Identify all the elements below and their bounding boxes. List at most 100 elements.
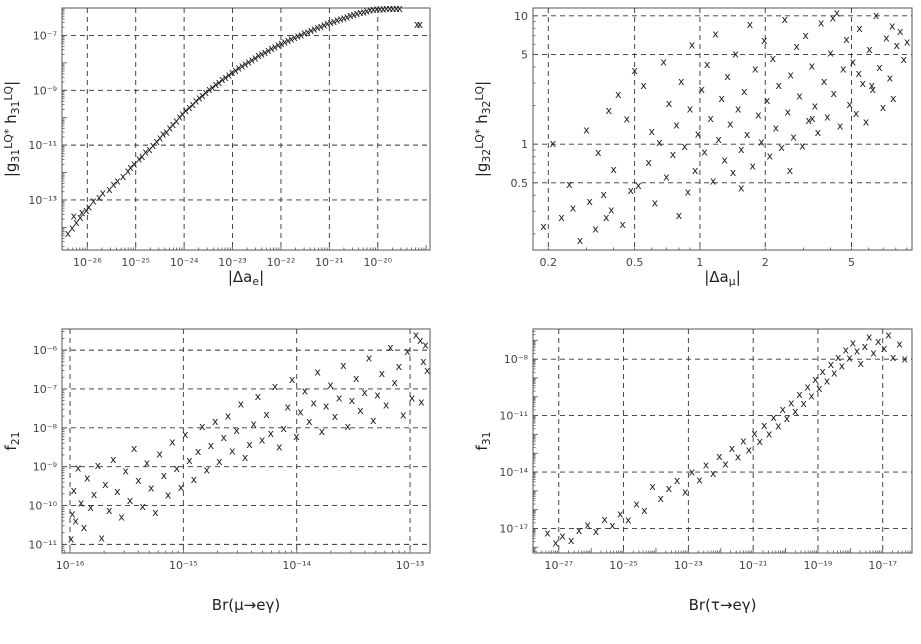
data-point: x — [624, 113, 631, 126]
data-point: x — [72, 515, 79, 528]
data-point: x — [212, 415, 219, 428]
y-tick-label: 10⁻¹¹ — [499, 410, 528, 423]
data-point: x — [219, 73, 226, 86]
data-point: x — [600, 188, 607, 201]
y-tick-label: 10⁻⁶ — [33, 344, 58, 357]
data-point: x — [302, 385, 309, 398]
x-axis-label: Br(μ→eγ) — [212, 596, 280, 614]
data-point: x — [404, 345, 411, 358]
data-point: x — [687, 102, 694, 115]
y-tick-label: 10⁻⁷ — [33, 383, 57, 396]
data-point: x — [628, 184, 635, 197]
data-point: x — [157, 131, 164, 144]
data-point: x — [869, 83, 876, 96]
data-point: x — [106, 183, 113, 196]
data-point: x — [831, 367, 838, 380]
data-point: x — [802, 29, 809, 42]
data-point: x — [139, 150, 146, 163]
data-point: x — [285, 401, 292, 414]
data-point: x — [370, 3, 377, 16]
x-tick-label: 10⁻¹⁵ — [169, 559, 198, 572]
data-point: x — [311, 22, 318, 35]
data-point: x — [577, 234, 584, 247]
data-point: x — [182, 104, 189, 117]
data-point: x — [226, 68, 233, 81]
data-point: x — [689, 38, 696, 51]
data-point: x — [566, 178, 573, 191]
data-point: x — [757, 435, 764, 448]
data-point: x — [824, 374, 831, 387]
data-point: x — [324, 17, 331, 30]
data-point: x — [843, 33, 850, 46]
data-point: x — [285, 34, 292, 47]
data-point: x — [77, 211, 84, 224]
x-axis-label: |Δae | — [228, 268, 264, 288]
x-tick-label: 2 — [762, 256, 769, 269]
data-point: x — [71, 484, 78, 497]
data-point: x — [854, 344, 861, 357]
data-point: x — [830, 87, 837, 100]
data-point: x — [90, 195, 97, 208]
data-point: x — [885, 328, 892, 341]
data-point: x — [701, 145, 708, 158]
data-point: x — [323, 399, 330, 412]
data-point: x — [900, 53, 907, 66]
data-point: x — [707, 112, 714, 125]
data-point: x — [220, 431, 227, 444]
data-point: x — [606, 104, 613, 117]
data-point: x — [766, 428, 773, 441]
data-point: x — [718, 92, 725, 105]
data-point: x — [204, 463, 211, 476]
data-point: x — [775, 420, 782, 433]
data-point: x — [835, 351, 842, 364]
data-point: x — [235, 62, 242, 75]
data-point: x — [586, 195, 593, 208]
data-point: x — [380, 2, 387, 15]
data-point: x — [576, 524, 583, 537]
y-tick-label: 10 — [514, 10, 528, 23]
data-point: x — [68, 533, 75, 546]
data-point: x — [715, 133, 722, 146]
data-point: x — [229, 66, 236, 79]
data-point: x — [893, 39, 900, 52]
data-point: x — [830, 11, 837, 24]
data-point: x — [131, 442, 138, 455]
data-point: x — [752, 62, 759, 75]
x-tick-label: 0.2 — [540, 256, 558, 269]
data-point: x — [880, 101, 887, 114]
x-tick-label: 10⁻²⁴ — [170, 256, 199, 269]
data-point: x — [870, 347, 877, 360]
data-point: x — [758, 135, 765, 148]
data-point: x — [275, 39, 282, 52]
data-point: x — [681, 140, 688, 153]
data-point: x — [784, 105, 791, 118]
data-point: x — [799, 139, 806, 152]
data-point: x — [173, 114, 180, 127]
data-point: x — [196, 91, 203, 104]
data-point: x — [78, 496, 85, 509]
data-point: x — [195, 445, 202, 458]
data-point: x — [724, 70, 731, 83]
data-point: x — [787, 164, 794, 177]
y-tick-label: 10⁻¹³ — [28, 194, 57, 207]
data-point: x — [767, 149, 774, 162]
data-point: x — [156, 447, 163, 460]
data-point: x — [370, 414, 377, 427]
data-point: x — [272, 380, 279, 393]
data-point: x — [383, 2, 390, 15]
data-point: x — [409, 392, 416, 405]
data-point: x — [272, 40, 279, 53]
data-point: x — [609, 519, 616, 532]
data-point: x — [225, 409, 232, 422]
data-point: x — [676, 209, 683, 222]
data-point: x — [780, 403, 787, 416]
y-tick-label: 10⁻⁷ — [33, 29, 57, 42]
data-point: x — [102, 478, 109, 491]
data-point: x — [179, 108, 186, 121]
data-point: x — [276, 441, 283, 454]
data-point: x — [350, 8, 357, 21]
plot-frame — [532, 7, 913, 251]
data-point: x — [212, 78, 219, 91]
data-point: x — [193, 94, 200, 107]
